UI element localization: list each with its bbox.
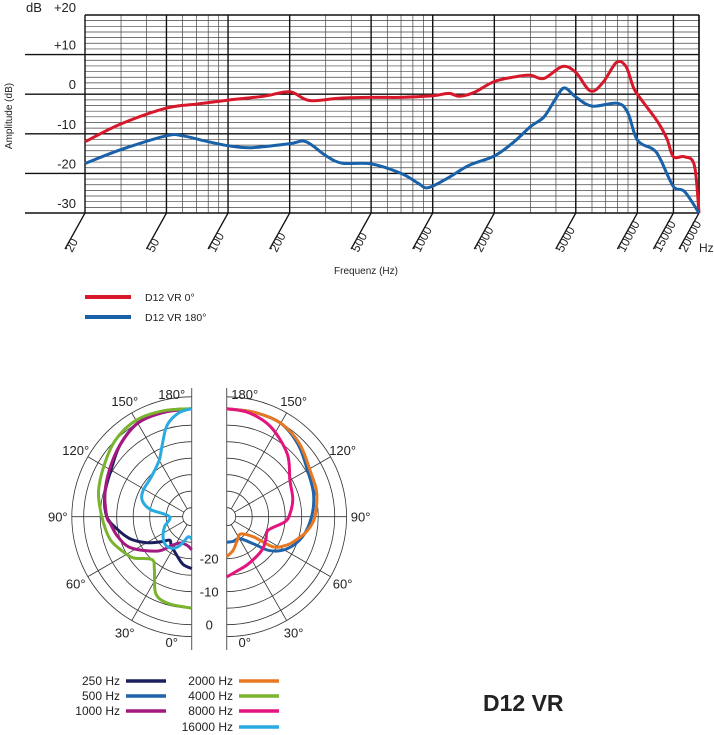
x-tick-mark [616, 212, 638, 250]
legend-label-0: D12 VR 0° [145, 292, 195, 304]
polar-ring [226, 507, 237, 527]
series-line-0 [84, 59, 701, 214]
polar-labels: 180° 180° 150° 150° 120° 120° 90° 90° 60° 60° 30° 3… [48, 387, 370, 650]
polar-series-8000hz [225, 407, 295, 579]
x-tick-label: 50 [144, 236, 163, 255]
legend-label: 4000 Hz [188, 689, 233, 703]
polar-radial-line [87, 456, 185, 513]
angle-label-right: 60° [333, 577, 353, 592]
series-line-1 [84, 86, 701, 214]
polar-series-4000hz [96, 407, 193, 610]
polar-ring [182, 507, 192, 527]
polar-series [96, 407, 319, 610]
angle-label-left: 0° [165, 635, 177, 650]
angle-label-right: 180° [231, 387, 258, 402]
y-tick-label: 0 [69, 77, 76, 92]
x-tick-mark [555, 212, 577, 250]
angle-label-right: 0° [238, 635, 250, 650]
series-lines [84, 59, 701, 214]
polar-series-2000hz [225, 407, 319, 558]
model-label: D12 VR [483, 690, 564, 716]
x-tick-mark [145, 212, 168, 250]
angle-label-right: 120° [329, 443, 356, 458]
x-axis-label: Frequenz (Hz) [334, 266, 398, 277]
angle-label-left: 150° [111, 394, 138, 409]
y-axis-label: Amplitude (dB) [4, 83, 15, 149]
legend-label: 16000 Hz [182, 720, 233, 734]
x-tick-mark [678, 212, 700, 250]
legend-label-1: D12 VR 180° [145, 312, 206, 324]
angle-label-left: 30° [115, 626, 135, 641]
angle-label-right: 150° [280, 394, 307, 409]
y-tick-label: -20 [57, 156, 76, 171]
polar-series-1000hz [103, 407, 193, 553]
legend-label: 250 Hz [82, 674, 120, 688]
x-tick-mark [64, 212, 86, 250]
legend-label: 2000 Hz [188, 674, 233, 688]
angle-label-left: 60° [66, 577, 86, 592]
x-tick-mark [207, 212, 229, 250]
polar-series-16000hz [140, 407, 193, 550]
legend-label: 500 Hz [82, 689, 120, 703]
polar-radial-line [230, 524, 287, 621]
y-tick-label: -10 [57, 117, 76, 132]
angle-label-left: 120° [62, 443, 89, 458]
x-tick-mark [473, 212, 495, 250]
x-tick-label: 20 [62, 236, 81, 255]
polar-radial-line [230, 412, 287, 510]
radius-label: -10 [200, 585, 219, 600]
radius-label: 0 [206, 618, 213, 633]
polar-radial-line [234, 456, 331, 513]
polar-grid [71, 388, 347, 650]
y-unit-label: dB [26, 0, 42, 15]
angle-label-left: 180° [158, 387, 185, 402]
legend-label: 1000 Hz [75, 704, 120, 718]
legend-label: 8000 Hz [188, 704, 233, 718]
x-unit-label: Hz [699, 241, 714, 255]
x-tick-mark [652, 212, 674, 250]
y-tick-label: -30 [57, 196, 76, 211]
angle-label-right: 90° [351, 510, 371, 525]
polar-radial-line [131, 524, 188, 621]
angle-label-right: 30° [284, 626, 304, 641]
y-tick-label: +20 [54, 0, 76, 15]
radius-label: -20 [200, 552, 219, 567]
angle-label-left: 90° [48, 510, 68, 525]
y-tick-label: +10 [54, 38, 76, 53]
legend: D12 VR 0° D12 VR 180° [85, 292, 206, 324]
x-tick-mark [350, 212, 372, 250]
x-tick-mark [412, 212, 434, 250]
x-tick-mark [269, 212, 291, 250]
